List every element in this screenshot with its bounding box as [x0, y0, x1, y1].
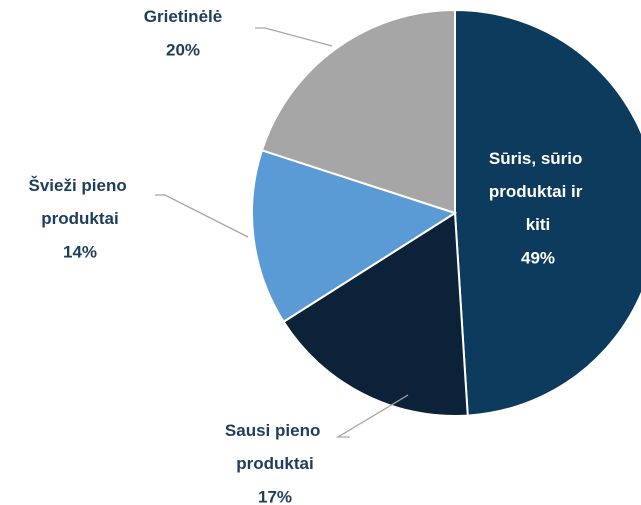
value-label: 17%: [258, 487, 292, 505]
leader-line: [155, 194, 249, 238]
value-label: 49%: [521, 248, 555, 267]
label-line: produktai: [41, 209, 118, 228]
value-label: 20%: [166, 40, 200, 59]
label-line: Sausi pieno: [225, 421, 325, 440]
pie-slice: [282, 211, 469, 417]
value-label: 14%: [63, 242, 97, 261]
leader-line: [255, 27, 333, 47]
pie-slice: [260, 8, 456, 215]
slice-label: Sausi pieno produktai: [225, 421, 325, 473]
label-line: produktai: [236, 454, 313, 473]
pie-slice: [251, 149, 458, 324]
label-line: produktai ir: [489, 182, 587, 201]
label-line: kiti: [526, 215, 551, 234]
label-line: Švieži pieno: [29, 176, 132, 195]
label-line: Sūris, sūrio: [489, 149, 587, 168]
slice-label: Sūris, sūrio produktai ir kiti: [489, 149, 587, 234]
label-line: Grietinėlė: [144, 7, 222, 26]
leader-line: [335, 394, 409, 438]
pie-slice: [454, 8, 641, 417]
slice-label: Švieži pieno produktai: [29, 176, 132, 228]
slice-label: Grietinėlė: [144, 7, 222, 26]
